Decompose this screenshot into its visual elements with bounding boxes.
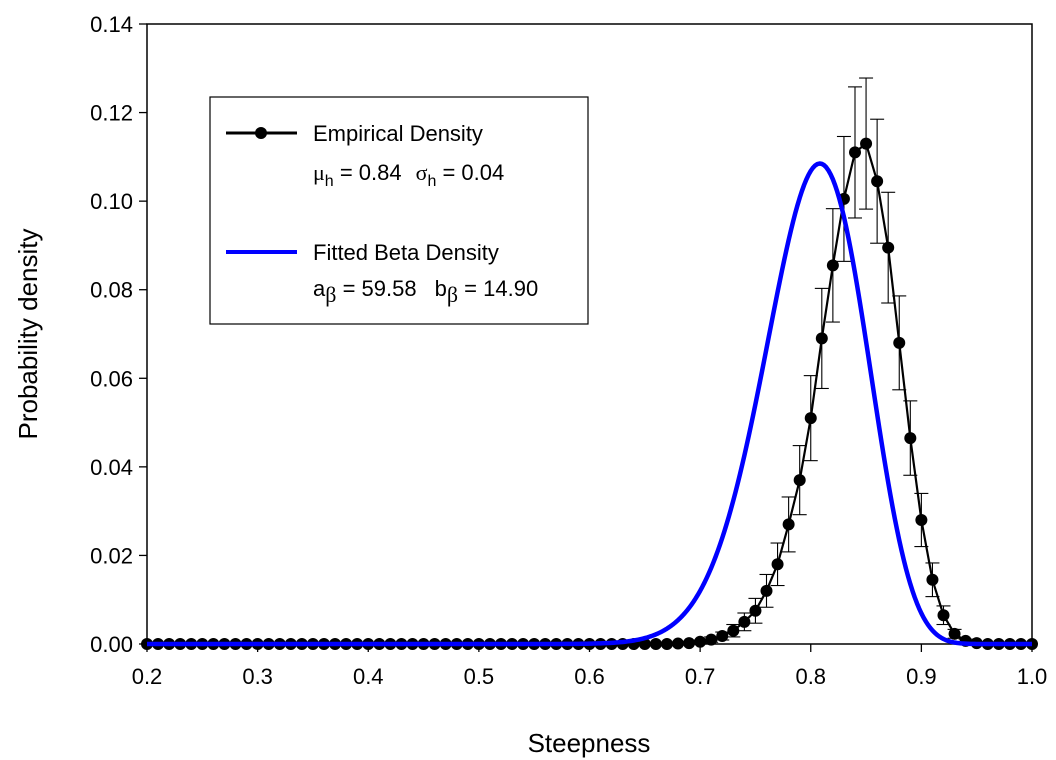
legend-empirical-stats: μh = 0.84 σh = 0.04 [313,160,504,190]
b-symbol: b [435,276,447,301]
empirical-point [893,336,906,349]
empirical-point [793,474,806,487]
sigma-symbol: σ [416,160,428,185]
y-tick-label: 0.00 [90,632,133,657]
empirical-point [660,638,673,650]
sigma-subscript: h [427,173,436,190]
empirical-point [882,241,895,254]
empirical-point [904,432,917,445]
x-tick-label: 0.7 [685,664,716,689]
x-tick-label: 0.4 [353,664,384,689]
x-tick-label: 0.2 [132,664,163,689]
x-tick-label: 0.8 [795,664,826,689]
axis-ticks: 0.2 0.3 0.4 0.5 0.6 0.7 0.8 0.9 1.0 0.00 0.02 0.04 0… [90,12,1047,689]
sigma-value: = 0.04 [436,160,504,185]
empirical-point [727,624,740,637]
empirical-point [826,259,839,272]
y-tick-label: 0.04 [90,455,133,480]
legend-fitted-label: Fitted Beta Density [313,240,499,265]
empirical-point [738,615,751,628]
empirical-point [782,518,795,531]
mu-subscript: h [325,173,334,190]
empirical-point [716,630,729,643]
empirical-point [749,604,762,617]
fitted-beta-density-line [146,161,1033,647]
legend-fitted-params: aβ = 59.58 bβ = 14.90 [313,276,538,307]
y-tick-label: 0.08 [90,278,133,303]
a-symbol: a [313,276,326,301]
mu-value: = 0.84 [334,160,402,185]
y-tick-label: 0.02 [90,543,133,568]
y-tick-label: 0.14 [90,12,133,37]
a-subscript: β [325,282,336,307]
empirical-point [705,633,718,646]
x-axis-title: Steepness [528,728,651,758]
empirical-point [771,558,784,571]
y-tick-label: 0.06 [90,366,133,391]
empirical-point [849,146,861,159]
empirical-point [860,137,873,150]
empirical-point [871,175,884,188]
empirical-point [760,584,773,597]
empirical-point [804,412,817,425]
empirical-point [672,637,684,650]
empirical-point [926,573,939,586]
series-layer [141,77,1038,650]
b-value: = 14.90 [458,276,538,301]
empirical-point [683,637,696,650]
empirical-point [948,627,961,640]
empirical-point [649,638,662,650]
x-tick-label: 0.5 [464,664,495,689]
empirical-point [815,332,828,345]
legend-box [209,96,589,325]
b-subscript: β [447,282,458,307]
x-tick-label: 1.0 [1017,664,1048,689]
legend-empirical-label: Empirical Density [313,121,483,146]
y-tick-label: 0.12 [90,101,133,126]
x-tick-label: 0.9 [906,664,937,689]
empirical-point [915,514,928,526]
empirical-point [937,609,950,622]
y-axis-title: Probability density [13,229,43,440]
a-value: = 59.58 [336,276,416,301]
y-tick-label: 0.10 [90,189,133,214]
mu-symbol: μ [313,160,325,185]
x-tick-label: 0.6 [574,664,605,689]
empirical-point [694,635,707,648]
legend: Empirical Density μh = 0.84 σh = 0.04 Fit… [209,96,589,325]
x-tick-label: 0.3 [242,664,273,689]
legend-empirical-marker [255,127,267,139]
